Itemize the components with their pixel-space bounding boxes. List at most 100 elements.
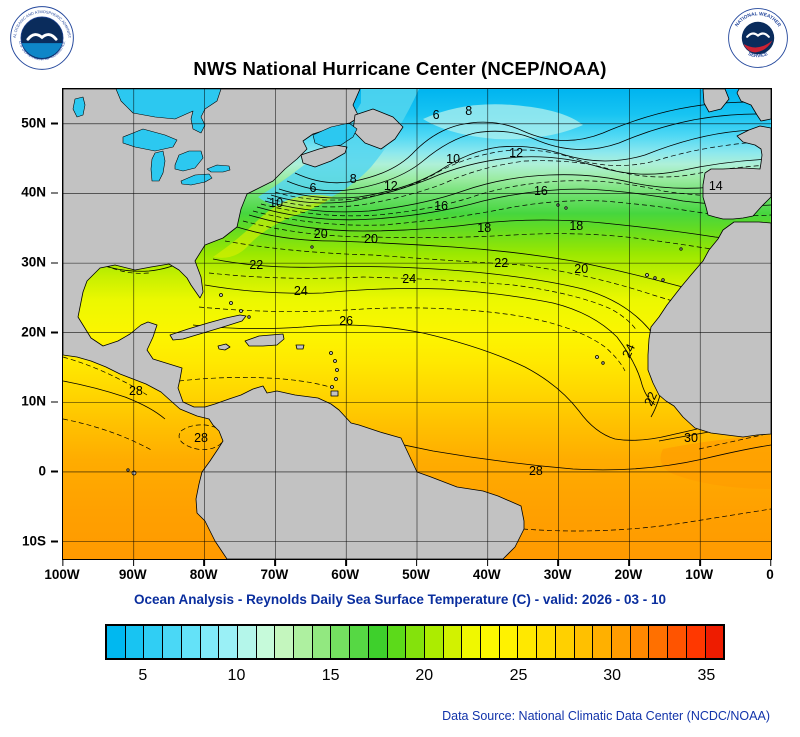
lon-tick-label: 50W [402, 560, 430, 582]
sst-map-canvas [63, 89, 771, 559]
colorbar-tick-label: 25 [509, 667, 528, 684]
noaa-gull-icon [26, 33, 58, 41]
nws-logo: NATIONAL WEATHER SERVICE [728, 8, 788, 68]
colorbar-segment [125, 626, 145, 658]
colorbar-segment [312, 626, 332, 658]
colorbar-segment [630, 626, 650, 658]
lake-erie [180, 173, 213, 186]
colorbar-segment [237, 626, 257, 658]
lon-tick-label: 20W [614, 560, 643, 582]
land-cape-verde [601, 361, 605, 365]
land-lesser-antilles [329, 351, 333, 355]
land-newfoundland [352, 108, 404, 150]
colorbar-segment [163, 626, 182, 658]
lake-winnipeg [72, 96, 86, 118]
colorbar-segment [275, 626, 295, 658]
lon-tick-label: 10W [685, 560, 714, 582]
lat-tick-label: 0 [38, 463, 57, 479]
land-bahamas [239, 309, 243, 313]
colorbar-segment [555, 626, 575, 658]
land-trinidad [330, 390, 339, 397]
page-title: NWS National Hurricane Center (NCEP/NOAA… [193, 58, 607, 79]
land-lesser-antilles [330, 385, 334, 389]
colorbar-segment [611, 626, 631, 658]
colorbar-segment [350, 626, 369, 658]
colorbar-segment [574, 626, 594, 658]
land-americas [63, 89, 525, 559]
grid-lines [63, 89, 771, 559]
land-madeira [679, 247, 683, 251]
colorbar-segment [294, 626, 313, 658]
lon-tick-label: 0 [766, 560, 774, 582]
colorbar-segment [387, 626, 407, 658]
lon-tick-label: 100W [44, 560, 80, 582]
colorbar-ticks: 5 10 15 20 25 30 35 [105, 667, 725, 687]
colorbar-segment [424, 626, 444, 658]
colorbar-segment [686, 626, 706, 658]
colorbar-tick-label: 15 [321, 667, 340, 684]
colorbar-segment [368, 626, 388, 658]
noaa-logo-sea [21, 43, 63, 58]
colorbar-tick-label: 30 [603, 667, 622, 684]
lat-tick-label: 50N [21, 115, 58, 131]
lon-tick-label: 80W [189, 560, 218, 582]
colorbar-segment [668, 626, 687, 658]
guinea-warm-pool [660, 435, 771, 489]
lat-tick-label: 20N [21, 324, 58, 340]
land-jamaica [217, 343, 231, 351]
lake-michigan [150, 150, 166, 182]
colorbar-segment [144, 626, 164, 658]
land-bahamas [229, 301, 233, 305]
land [63, 89, 771, 559]
colorbar-segment [593, 626, 612, 658]
colorbar-tick-label: 35 [697, 667, 716, 684]
land-canary-islands [653, 276, 657, 280]
lon-axis: 100W 90W 80W 70W 60W 50W 40W 30W 20W 10W 0 [44, 560, 774, 584]
cold-pool [423, 104, 583, 140]
land-britain [736, 89, 771, 122]
land-canary-islands [661, 278, 665, 282]
land-nova-scotia [300, 144, 348, 168]
land-ireland [702, 89, 730, 113]
nws-gull-icon [746, 32, 770, 38]
land-hispaniola [244, 333, 285, 347]
analysis-caption: Ocean Analysis - Reynolds Daily Sea Surf… [134, 592, 666, 607]
land-lesser-antilles [333, 359, 337, 363]
land-azores [564, 206, 568, 210]
lon-tick-label: 70W [260, 560, 289, 582]
hudson-bay [115, 89, 222, 134]
land-bahamas [219, 293, 223, 297]
isotherm-contours [63, 101, 771, 532]
colorbar-segment [481, 626, 500, 658]
data-source-note: Data Source: National Climatic Data Cent… [442, 709, 770, 723]
colorbar-tick-label: 5 [138, 667, 148, 684]
colorbar-tick-label: 10 [227, 667, 246, 684]
colorbar-segment [219, 626, 238, 658]
colorbar-segment [181, 626, 201, 658]
colorbar-segment [406, 626, 425, 658]
land-bermuda [310, 245, 314, 249]
colorbar-segment [499, 626, 519, 658]
colorbar-segment [518, 626, 538, 658]
dashed-isotherms [63, 140, 771, 532]
land-canary-islands [645, 273, 649, 277]
sst-map: 6 8 10 12 6 8 12 10 16 16 14 18 18 20 20 22 22 20 24 24 26 24… [62, 88, 772, 560]
lat-tick-label: 40N [21, 184, 58, 200]
colorbar-segment [705, 626, 724, 658]
lon-tick-label: 90W [118, 560, 147, 582]
lat-tick-label: 10N [21, 393, 58, 409]
colorbar-segments [105, 624, 725, 660]
lat-axis: 50N 40N 30N 20N 10N 0 10S [0, 88, 59, 558]
land-bahamas [247, 315, 251, 319]
colorbar-segment [107, 626, 126, 658]
lake-huron [174, 150, 204, 172]
colorbar-tick-label: 20 [415, 667, 434, 684]
lon-tick-label: 30W [543, 560, 572, 582]
gulf-stream-warm-tongue [213, 195, 333, 258]
colorbar-segment [649, 626, 669, 658]
lon-tick-label: 60W [331, 560, 360, 582]
colorbar-segment [537, 626, 556, 658]
lake-superior [122, 128, 178, 152]
lake-ontario [206, 164, 231, 173]
